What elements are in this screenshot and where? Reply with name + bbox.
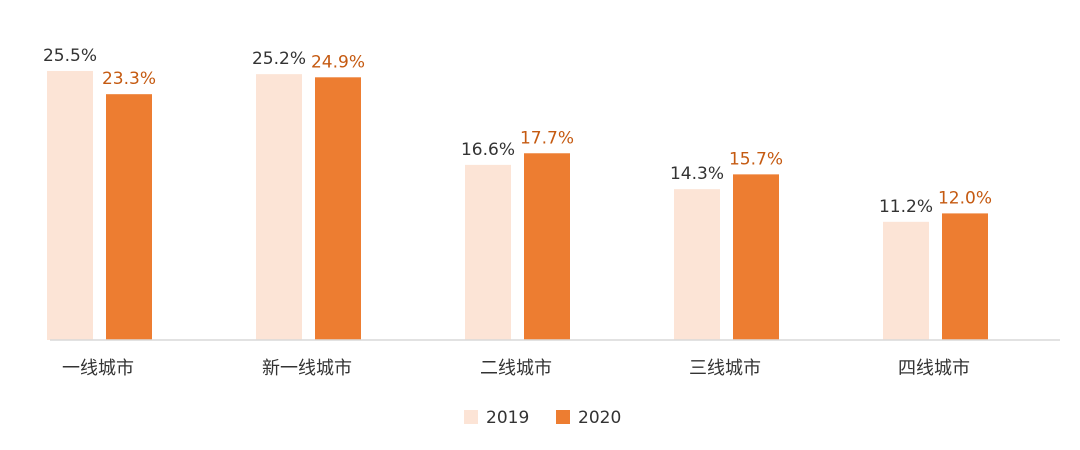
legend-label-2020: 2020 (578, 408, 621, 428)
data-label-2019-1: 25.5% (43, 46, 97, 66)
data-label-2019-2: 25.2% (252, 49, 306, 69)
data-label-2020-2: 24.9% (311, 52, 365, 72)
bar-2020-1 (106, 94, 152, 340)
bar-2020-3 (524, 153, 570, 340)
category-label-5: 四线城市 (898, 358, 970, 379)
bar-2019-5 (883, 221, 929, 340)
category-label-2: 新一线城市 (262, 358, 352, 379)
data-label-2019-3: 16.6% (461, 140, 515, 160)
legend-swatch-2019 (464, 410, 478, 424)
category-label-1: 一线城市 (62, 358, 134, 379)
legend: 2019 2020 (464, 408, 621, 428)
bar-2020-4 (733, 174, 779, 340)
labels-layer: 25.5%23.3% 一线城市 25.2% 24.9% 新一线城市 16.6%17.7% 二… (43, 46, 992, 379)
bar-2020-5 (942, 213, 988, 340)
bar-2019-1 (47, 70, 93, 340)
legend-swatch-2020 (556, 410, 570, 424)
data-label-2020-4: 15.7% (729, 149, 783, 169)
data-label-2019-5: 11.2% (879, 197, 933, 217)
bar-2019-4 (674, 189, 720, 340)
category-label-3: 二线城市 (480, 358, 552, 379)
data-label-2020-1: 23.3% (102, 69, 156, 89)
category-label-4: 三线城市 (689, 358, 761, 379)
legend-label-2019: 2019 (486, 408, 529, 428)
bar-2019-2 (256, 74, 302, 340)
bar-2020-2 (315, 77, 361, 341)
data-label-2020-3: 17.7% (520, 128, 574, 148)
bars-layer (47, 70, 988, 341)
data-label-2019-4: 14.3% (670, 164, 724, 184)
bar-2019-3 (465, 164, 511, 340)
data-label-2020-5: 12.0% (938, 188, 992, 208)
